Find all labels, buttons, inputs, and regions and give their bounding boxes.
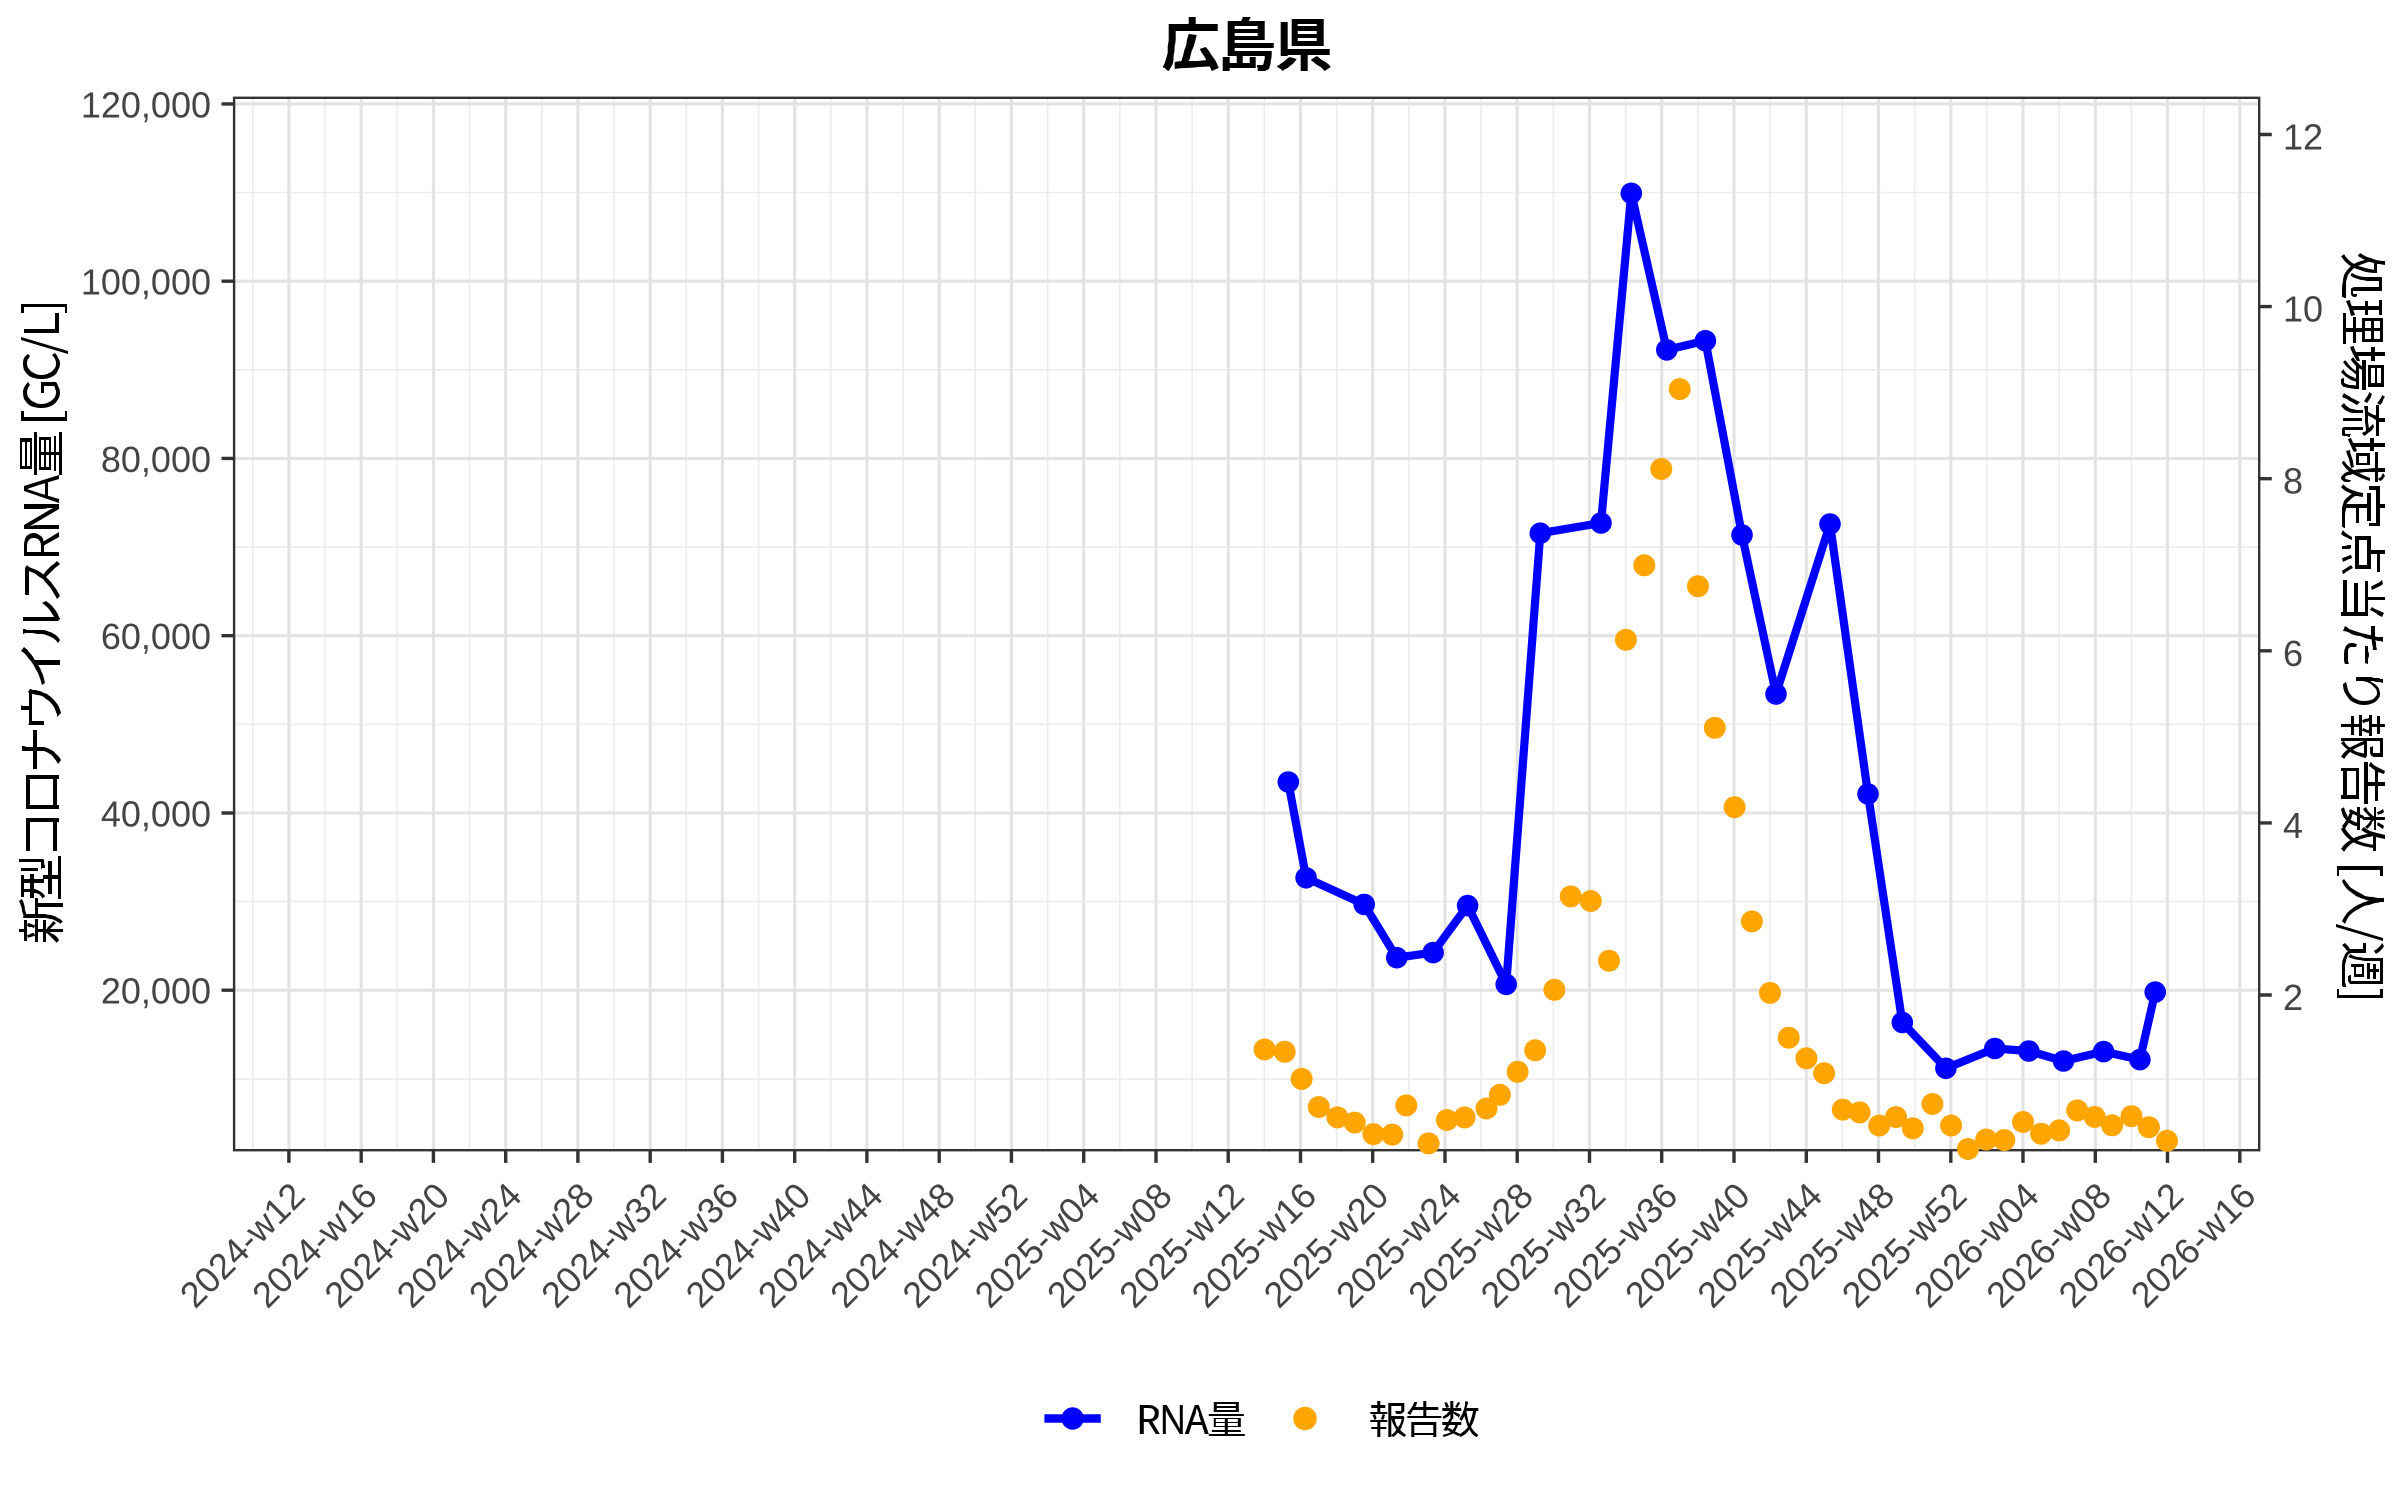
svg-text:80,000: 80,000 <box>101 439 211 480</box>
svg-text:12: 12 <box>2283 117 2323 158</box>
svg-text:10: 10 <box>2283 289 2323 330</box>
svg-text:2: 2 <box>2283 977 2303 1018</box>
svg-text:60,000: 60,000 <box>101 616 211 657</box>
svg-text:120,000: 120,000 <box>81 84 211 125</box>
svg-text:8: 8 <box>2283 461 2303 502</box>
svg-text:20,000: 20,000 <box>101 971 211 1012</box>
svg-text:6: 6 <box>2283 633 2303 674</box>
svg-text:40,000: 40,000 <box>101 794 211 835</box>
svg-text:100,000: 100,000 <box>81 262 211 303</box>
svg-text:4: 4 <box>2283 805 2303 846</box>
